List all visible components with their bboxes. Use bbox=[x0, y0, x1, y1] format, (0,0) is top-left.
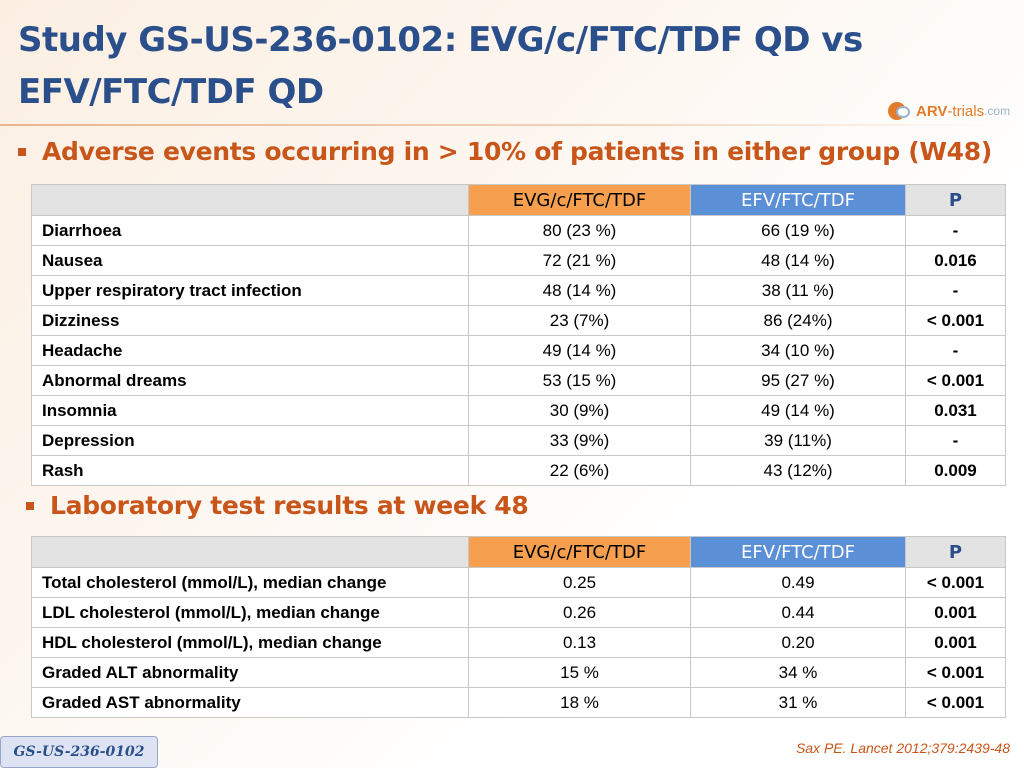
logo-suffix: .com bbox=[984, 104, 1011, 118]
evg-value-cell: 53 (15 %) bbox=[468, 365, 691, 396]
efv-value-cell: 49 (14 %) bbox=[690, 395, 906, 426]
evg-value-cell: 15 % bbox=[468, 657, 691, 688]
logo-mark-icon bbox=[888, 100, 914, 122]
slide-title: Study GS-US-236-0102: EVG/c/FTC/TDF QD v… bbox=[18, 20, 863, 112]
table-row: LDL cholesterol (mmol/L), median change 0… bbox=[31, 597, 1006, 628]
header-p-cell: P bbox=[905, 184, 1006, 216]
title-divider bbox=[0, 124, 1024, 126]
section-heading-text: Adverse events occurring in > 10% of pat… bbox=[42, 137, 992, 166]
evg-value-cell: 33 (9%) bbox=[468, 425, 691, 456]
header-evg-cell: EVG/c/FTC/TDF bbox=[468, 536, 691, 568]
header-blank-cell bbox=[31, 184, 469, 216]
p-value-cell: - bbox=[905, 335, 1006, 366]
study-id-tag: GS-US-236-0102 bbox=[0, 736, 158, 768]
evg-value-cell: 0.13 bbox=[468, 627, 691, 658]
table-header-row: EVG/c/FTC/TDF EFV/FTC/TDF P bbox=[31, 536, 1006, 568]
efv-value-cell: 0.20 bbox=[690, 627, 906, 658]
evg-value-cell: 80 (23 %) bbox=[468, 215, 691, 246]
p-value-cell: 0.009 bbox=[905, 455, 1006, 486]
evg-value-cell: 30 (9%) bbox=[468, 395, 691, 426]
header-blank-cell bbox=[31, 536, 469, 568]
p-value-cell: - bbox=[905, 215, 1006, 246]
row-label-cell: Graded ALT abnormality bbox=[31, 657, 469, 688]
p-value-cell: - bbox=[905, 275, 1006, 306]
row-label-cell: LDL cholesterol (mmol/L), median change bbox=[31, 597, 469, 628]
table-row: Graded ALT abnormality 15 % 34 % < 0.001 bbox=[31, 657, 1006, 688]
arv-trials-logo: ARV -trials .com bbox=[888, 98, 1010, 124]
table-row: HDL cholesterol (mmol/L), median change 0… bbox=[31, 627, 1006, 658]
row-label-cell: Headache bbox=[31, 335, 469, 366]
efv-value-cell: 48 (14 %) bbox=[690, 245, 906, 276]
table-row: Abnormal dreams 53 (15 %) 95 (27 %) < 0.001 bbox=[31, 365, 1006, 396]
efv-value-cell: 43 (12%) bbox=[690, 455, 906, 486]
p-value-cell: 0.031 bbox=[905, 395, 1006, 426]
p-value-cell: 0.016 bbox=[905, 245, 1006, 276]
efv-value-cell: 66 (19 %) bbox=[690, 215, 906, 246]
table-header-row: EVG/c/FTC/TDF EFV/FTC/TDF P bbox=[31, 184, 1006, 216]
p-value-cell: - bbox=[905, 425, 1006, 456]
evg-value-cell: 18 % bbox=[468, 687, 691, 718]
evg-value-cell: 72 (21 %) bbox=[468, 245, 691, 276]
efv-value-cell: 34 (10 %) bbox=[690, 335, 906, 366]
row-label-cell: Insomnia bbox=[31, 395, 469, 426]
citation: Sax PE. Lancet 2012;379:2439-48 bbox=[795, 740, 1010, 756]
p-value-cell: < 0.001 bbox=[905, 567, 1006, 598]
evg-value-cell: 23 (7%) bbox=[468, 305, 691, 336]
evg-value-cell: 49 (14 %) bbox=[468, 335, 691, 366]
logo-brand: ARV bbox=[916, 102, 948, 120]
row-label-cell: Upper respiratory tract infection bbox=[31, 275, 469, 306]
table-row: Depression 33 (9%) 39 (11%) - bbox=[31, 425, 1006, 456]
table-row: Nausea 72 (21 %) 48 (14 %) 0.016 bbox=[31, 245, 1006, 276]
table-row: Insomnia 30 (9%) 49 (14 %) 0.031 bbox=[31, 395, 1006, 426]
efv-value-cell: 39 (11%) bbox=[690, 425, 906, 456]
table-row: Upper respiratory tract infection 48 (14 … bbox=[31, 275, 1006, 306]
section-heading-adverse-events: Adverse events occurring in > 10% of pat… bbox=[18, 137, 992, 166]
row-label-cell: Rash bbox=[31, 455, 469, 486]
adverse-events-table: EVG/c/FTC/TDF EFV/FTC/TDF P Diarrhoea 80 … bbox=[31, 184, 1006, 486]
bullet-square-icon bbox=[18, 147, 26, 156]
efv-value-cell: 38 (11 %) bbox=[690, 275, 906, 306]
row-label-cell: Graded AST abnormality bbox=[31, 687, 469, 718]
efv-value-cell: 31 % bbox=[690, 687, 906, 718]
p-value-cell: 0.001 bbox=[905, 627, 1006, 658]
row-label-cell: Total cholesterol (mmol/L), median chang… bbox=[31, 567, 469, 598]
header-efv-cell: EFV/FTC/TDF bbox=[690, 536, 906, 568]
lab-results-table: EVG/c/FTC/TDF EFV/FTC/TDF P Total choles… bbox=[31, 536, 1006, 718]
table-row: Dizziness 23 (7%) 86 (24%) < 0.001 bbox=[31, 305, 1006, 336]
row-label-cell: Diarrhoea bbox=[31, 215, 469, 246]
efv-value-cell: 95 (27 %) bbox=[690, 365, 906, 396]
evg-value-cell: 0.25 bbox=[468, 567, 691, 598]
p-value-cell: < 0.001 bbox=[905, 687, 1006, 718]
table-row: Diarrhoea 80 (23 %) 66 (19 %) - bbox=[31, 215, 1006, 246]
section-heading-text: Laboratory test results at week 48 bbox=[50, 491, 529, 520]
table-row: Rash 22 (6%) 43 (12%) 0.009 bbox=[31, 455, 1006, 486]
evg-value-cell: 48 (14 %) bbox=[468, 275, 691, 306]
efv-value-cell: 0.49 bbox=[690, 567, 906, 598]
evg-value-cell: 22 (6%) bbox=[468, 455, 691, 486]
logo-rest: -trials bbox=[947, 102, 985, 120]
table-row: Total cholesterol (mmol/L), median chang… bbox=[31, 567, 1006, 598]
table-row: Headache 49 (14 %) 34 (10 %) - bbox=[31, 335, 1006, 366]
section-heading-lab-results: Laboratory test results at week 48 bbox=[26, 491, 529, 520]
evg-value-cell: 0.26 bbox=[468, 597, 691, 628]
efv-value-cell: 34 % bbox=[690, 657, 906, 688]
row-label-cell: Dizziness bbox=[31, 305, 469, 336]
row-label-cell: Depression bbox=[31, 425, 469, 456]
row-label-cell: Abnormal dreams bbox=[31, 365, 469, 396]
efv-value-cell: 0.44 bbox=[690, 597, 906, 628]
row-label-cell: Nausea bbox=[31, 245, 469, 276]
header-evg-cell: EVG/c/FTC/TDF bbox=[468, 184, 691, 216]
p-value-cell: < 0.001 bbox=[905, 365, 1006, 396]
p-value-cell: < 0.001 bbox=[905, 657, 1006, 688]
header-p-cell: P bbox=[905, 536, 1006, 568]
header-efv-cell: EFV/FTC/TDF bbox=[690, 184, 906, 216]
p-value-cell: < 0.001 bbox=[905, 305, 1006, 336]
row-label-cell: HDL cholesterol (mmol/L), median change bbox=[31, 627, 469, 658]
bullet-square-icon bbox=[26, 501, 34, 510]
table-row: Graded AST abnormality 18 % 31 % < 0.001 bbox=[31, 687, 1006, 718]
p-value-cell: 0.001 bbox=[905, 597, 1006, 628]
efv-value-cell: 86 (24%) bbox=[690, 305, 906, 336]
